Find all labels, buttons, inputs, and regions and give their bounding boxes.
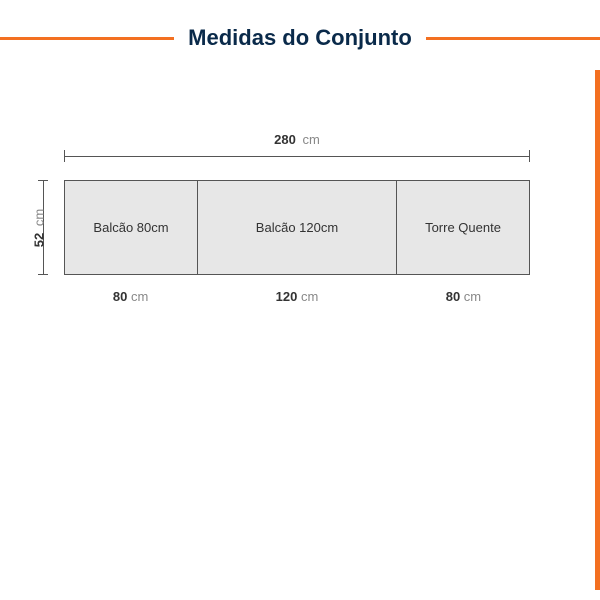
top-dimension-line: [64, 156, 530, 157]
bottom-dimensions: 80 cm120 cm80 cm: [64, 289, 530, 304]
top-dimension-unit: cm: [302, 132, 319, 147]
title-line-right: [426, 37, 600, 40]
top-dimension-label: 280 cm: [274, 132, 320, 147]
module-box: Torre Quente: [397, 180, 530, 275]
top-dimension-value: 280: [274, 132, 296, 147]
top-dimension-tick-left: [64, 150, 65, 162]
title-line-left: [0, 37, 174, 40]
height-dimension-tick-bottom: [38, 274, 48, 275]
top-dimension-tick-right: [529, 150, 530, 162]
module-width-label: 80 cm: [64, 289, 197, 304]
height-dimension-label: 52 cm: [32, 208, 47, 246]
height-dimension-tick-top: [38, 180, 48, 181]
module-width-label: 120 cm: [197, 289, 397, 304]
module-box: Balcão 80cm: [64, 180, 198, 275]
top-dimension: 280 cm: [64, 150, 530, 180]
module-row: Balcão 80cmBalcão 120cmTorre Quente: [64, 180, 530, 275]
height-dimension: 52 cm: [38, 180, 64, 275]
height-dimension-unit: cm: [32, 208, 47, 225]
right-accent-bar: [595, 70, 600, 590]
module-box: Balcão 120cm: [198, 180, 397, 275]
height-dimension-value: 52: [32, 232, 47, 246]
title-row: Medidas do Conjunto: [0, 18, 600, 58]
module-width-label: 80 cm: [397, 289, 530, 304]
page-title: Medidas do Conjunto: [174, 25, 426, 51]
